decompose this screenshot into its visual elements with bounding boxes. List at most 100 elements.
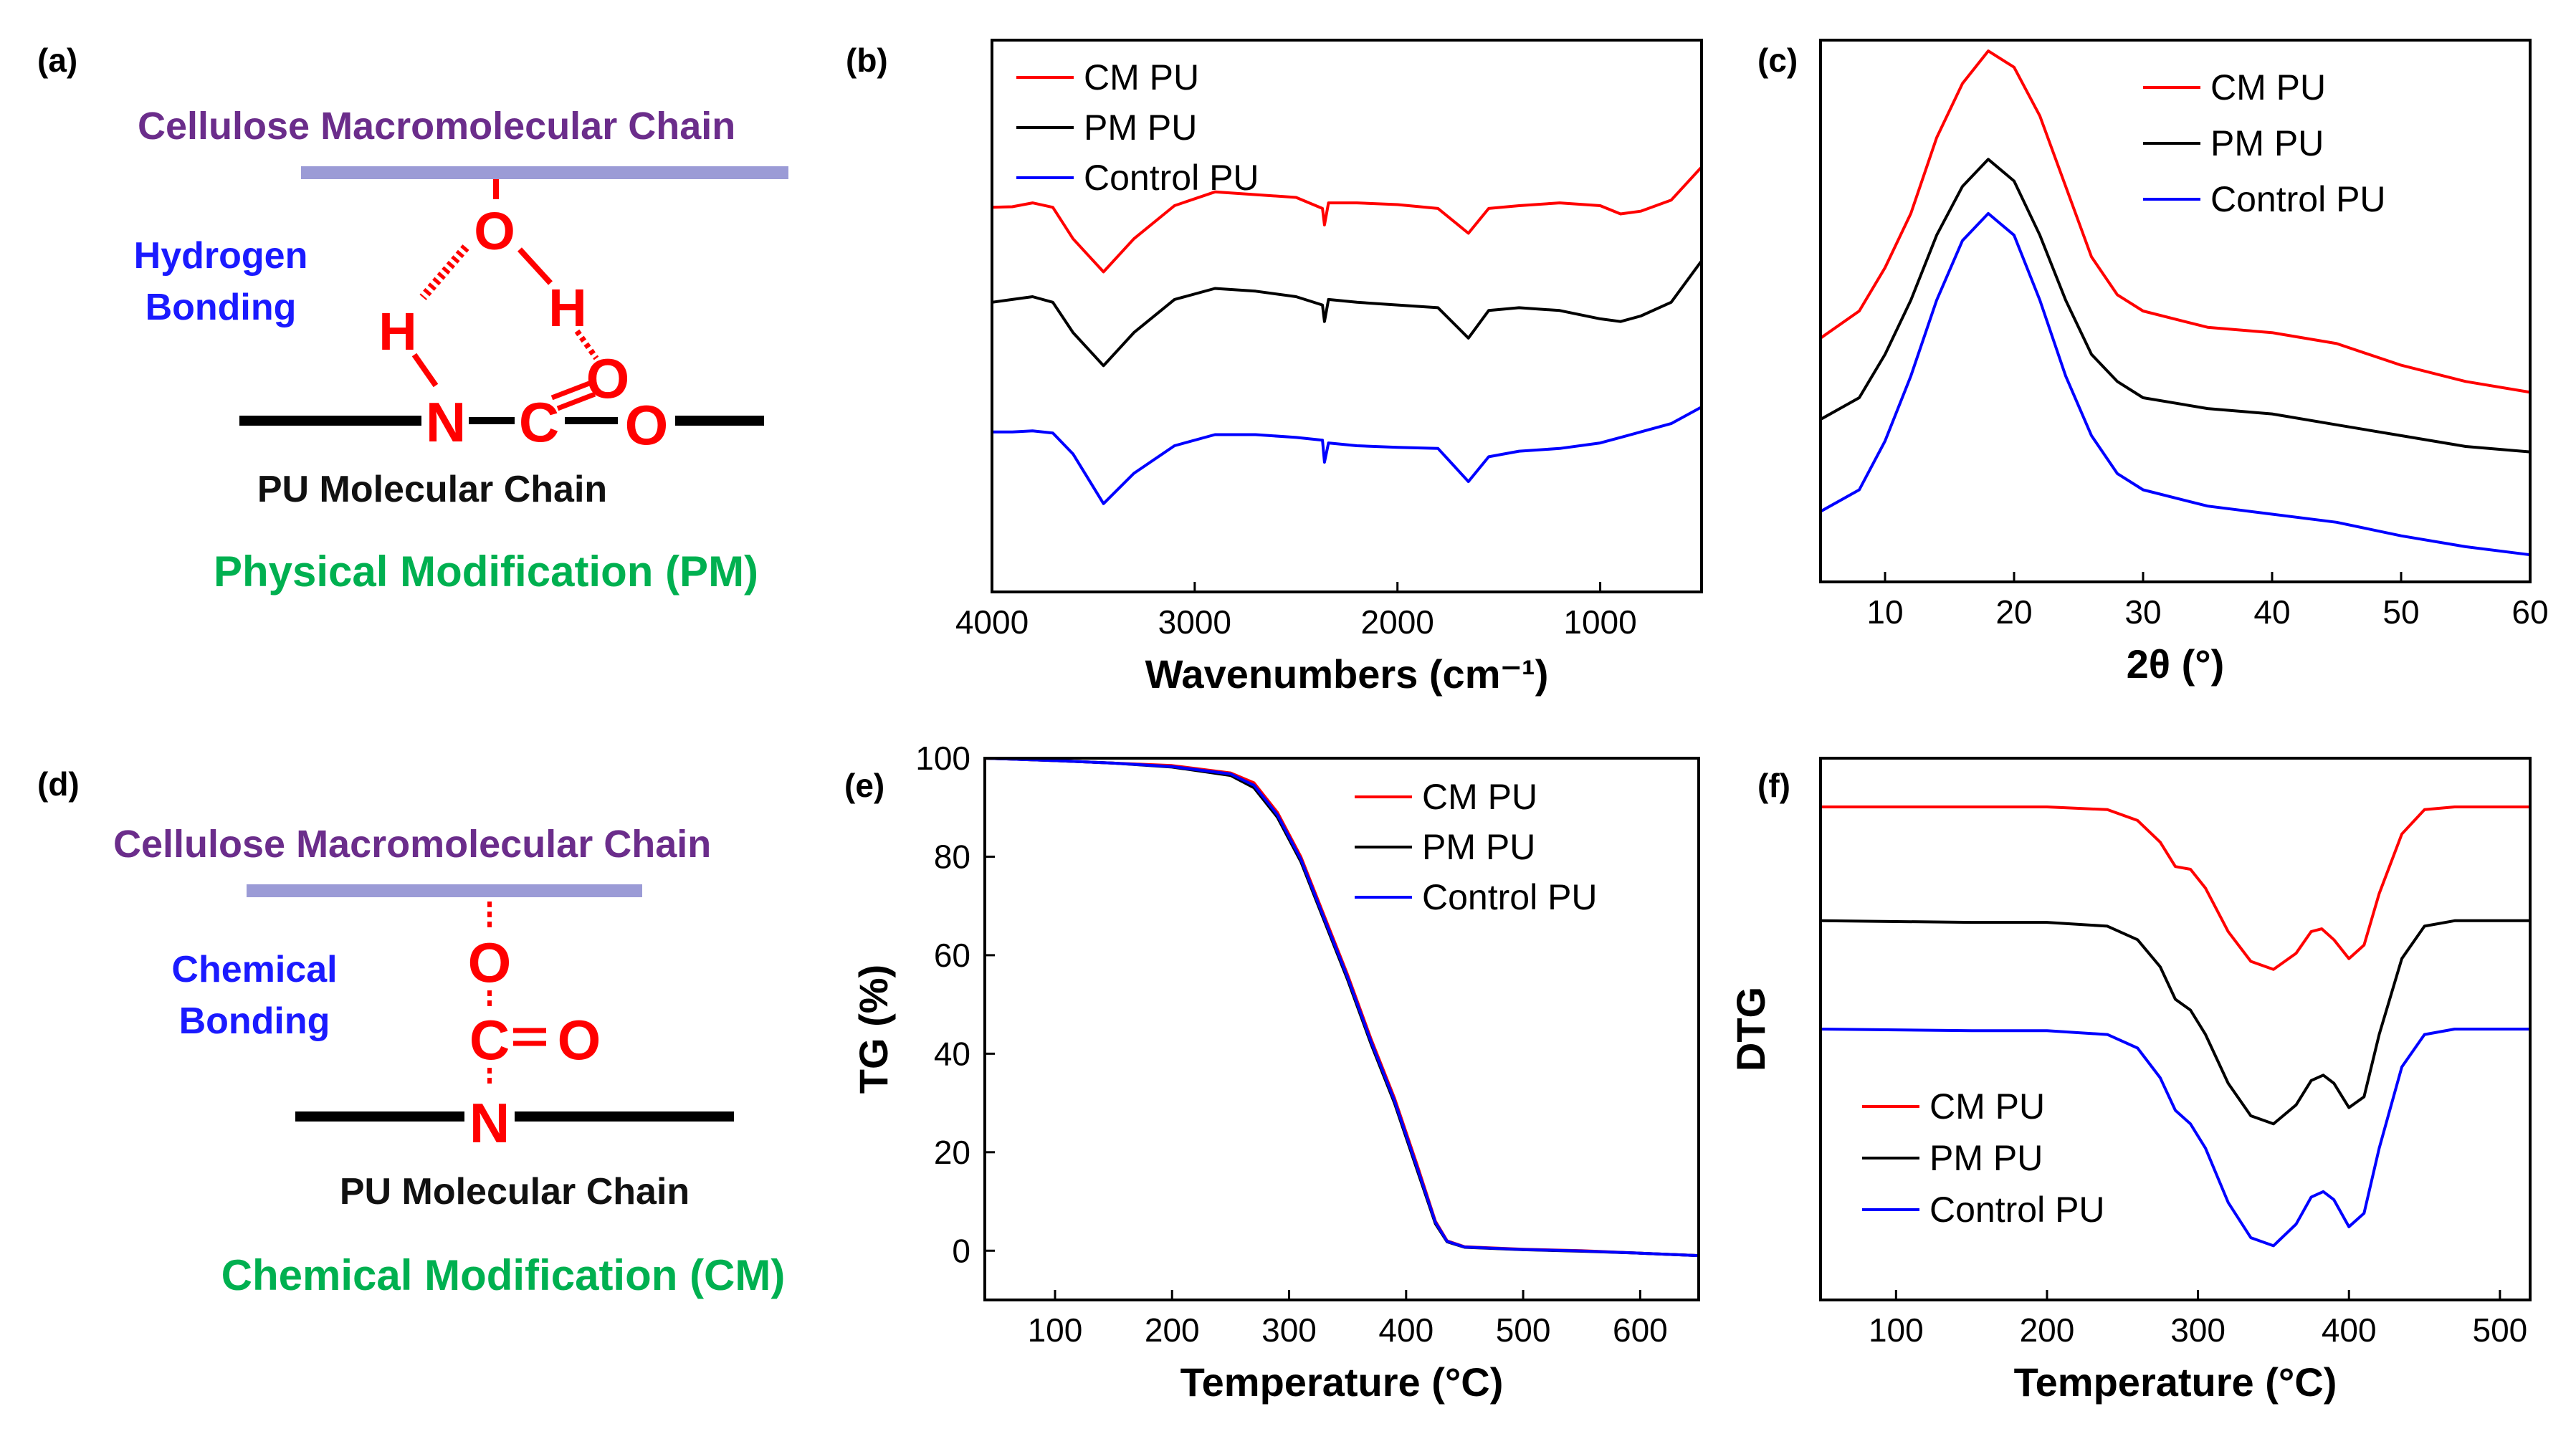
x-tick-label: 50 (2382, 593, 2419, 631)
panel-a-schematic: (a) Cellulose Macromolecular Chain O Hyd… (37, 42, 788, 596)
legend-entry-pm-pu: PM PU (2210, 123, 2324, 163)
legend-entry-cm-pu: CM PU (1084, 57, 1199, 97)
panel-b-label: (b) (846, 42, 888, 79)
panel-a-bond-stub (493, 179, 499, 199)
x-tick-label: 400 (2322, 1311, 2377, 1349)
series-control-pu-line (1820, 211, 2531, 557)
panel-a-double-bond-2 (556, 391, 596, 411)
legend-entry-pm-pu: PM PU (1422, 827, 1535, 867)
x-tick-label: 200 (1145, 1311, 1200, 1349)
x-tick-label: 20 (1995, 593, 2032, 631)
panel-d-modification-label: Chemical Modification (CM) (221, 1251, 786, 1299)
legend-entry-control-pu: Control PU (1422, 877, 1598, 917)
y-tick-label: 80 (934, 838, 970, 875)
series-pm-pu-line (1820, 158, 2531, 454)
panel-a-bonding-line1: Hydrogen (134, 235, 308, 277)
x-tick-label: 400 (1378, 1311, 1434, 1349)
chart-c-xrd: (c) 10 20 30 40 50 60 2θ (°) CM PU PM PU Control P… (1757, 39, 2549, 687)
series-cm-pu-line (991, 166, 1703, 274)
panel-d-schematic: (d) Cellulose Macromolecular Chain O Che… (37, 765, 785, 1299)
x-tick-label: 100 (1028, 1311, 1083, 1349)
x-tick-label: 2000 (1361, 603, 1434, 641)
series-pm-pu-line (991, 259, 1703, 368)
series-cm-pu-line (1821, 805, 2530, 971)
panel-d-cellulose-label: Cellulose Macromolecular Chain (113, 823, 711, 866)
x-tick-label: 600 (1613, 1311, 1668, 1349)
x-tick-label: 100 (1869, 1311, 1924, 1349)
panel-a-pu-chain-label: PU Molecular Chain (257, 469, 607, 510)
panel-a-double-bond-1 (550, 381, 591, 401)
series-control-pu-line (984, 757, 1699, 1258)
panel-d-bonding-line1: Chemical (171, 949, 337, 990)
x-tick-label: 40 (2253, 593, 2290, 631)
x-axis-label: Wavenumbers (cm⁻¹) (1145, 651, 1549, 697)
x-tick-label: 4000 (955, 603, 1029, 641)
panel-a-bond-o-h (517, 247, 553, 285)
panel-a-label: (a) (37, 42, 77, 79)
panel-a-modification-label: Physical Modification (PM) (214, 548, 758, 596)
panel-d-atom-o: O (468, 931, 512, 994)
series-pm-pu-line (984, 757, 1699, 1258)
series-cm-pu-line (1819, 49, 2531, 394)
y-tick-label: 20 (934, 1134, 970, 1171)
legend-entry-cm-pu: CM PU (2210, 67, 2326, 107)
y-tick-label: 100 (915, 740, 970, 777)
chart-f-dtg: (f) 100 200 300 400 500 Temperature (°C) DTG CM … (1728, 757, 2532, 1405)
series-control-pu-line (992, 406, 1702, 505)
y-tick-label: 40 (934, 1035, 970, 1072)
x-tick-label: 60 (2511, 593, 2548, 631)
legend-entry-control-pu: Control PU (1929, 1190, 2105, 1230)
plot-frame (1819, 757, 2532, 1301)
x-tick-label: 10 (1866, 593, 1903, 631)
panel-d-pu-chain-label: PU Molecular Chain (340, 1171, 690, 1213)
panel-d-label: (d) (37, 765, 80, 803)
panel-a-atom-o-end: O (625, 393, 669, 456)
x-tick-label: 500 (1496, 1311, 1551, 1349)
legend-entry-control-pu: Control PU (2210, 179, 2386, 219)
x-tick-label: 500 (2472, 1311, 2527, 1349)
panel-a-atom-c: C (519, 391, 559, 454)
x-axis-label: Temperature (°C) (1180, 1359, 1504, 1405)
panel-a-atom-h-left: H (378, 302, 416, 361)
plot-frame (983, 757, 1700, 1301)
x-axis-label: Temperature (°C) (2014, 1359, 2337, 1405)
chart-e-tg: (e) 100 200 300 400 500 600 0 20 40 60 80 100 Tempera… (844, 740, 1700, 1405)
panel-a-atom-h-right: H (548, 278, 586, 338)
chart-b-ftir: (b) 4000 3000 2000 1000 Wavenumbers (cm⁻¹) CM … (846, 39, 1703, 697)
series-control-pu-line (1820, 1028, 2530, 1248)
panel-d-cellulose-bar (247, 884, 642, 897)
series-pm-pu-line (1820, 919, 2530, 1126)
panel-a-atom-n: N (426, 391, 466, 454)
legend-entry-pm-pu: PM PU (1084, 107, 1197, 148)
y-axis-label: DTG (1728, 987, 1773, 1071)
series-cm-pu-line (984, 757, 1699, 1258)
x-tick-label: 200 (2020, 1311, 2075, 1349)
x-tick-label: 300 (1261, 1311, 1317, 1349)
plot-frame (1819, 39, 2532, 583)
y-tick-label: 60 (934, 937, 970, 974)
panel-a-bond-h-o (574, 329, 599, 360)
x-axis-label: 2θ (°) (2127, 641, 2225, 687)
panel-d-atom-c: C (469, 1008, 510, 1071)
panel-a-atom-o-top: O (474, 201, 515, 261)
panel-a-hydrogen-bond (419, 244, 469, 300)
legend-entry-pm-pu: PM PU (1929, 1138, 2043, 1178)
legend-entry-cm-pu: CM PU (1929, 1086, 2045, 1127)
panel-d-bonding-line2: Bonding (179, 1000, 330, 1042)
panel-d-atom-n: N (469, 1091, 510, 1154)
panel-a-bonding-line2: Bonding (146, 287, 297, 328)
panel-a-cellulose-label: Cellulose Macromolecular Chain (138, 105, 735, 148)
x-tick-label: 300 (2170, 1311, 2226, 1349)
plot-frame (991, 39, 1703, 593)
x-tick-label: 1000 (1563, 603, 1636, 641)
panel-e-label: (e) (844, 767, 884, 804)
y-axis-label: TG (%) (851, 965, 896, 1094)
panel-a-bond-h-n (411, 353, 439, 388)
panel-a-cellulose-bar (301, 166, 788, 179)
x-tick-label: 3000 (1158, 603, 1231, 641)
legend-entry-cm-pu: CM PU (1422, 777, 1537, 817)
y-tick-label: 0 (952, 1232, 970, 1269)
panel-f-label: (f) (1757, 767, 1790, 804)
legend-entry-control-pu: Control PU (1084, 158, 1259, 198)
